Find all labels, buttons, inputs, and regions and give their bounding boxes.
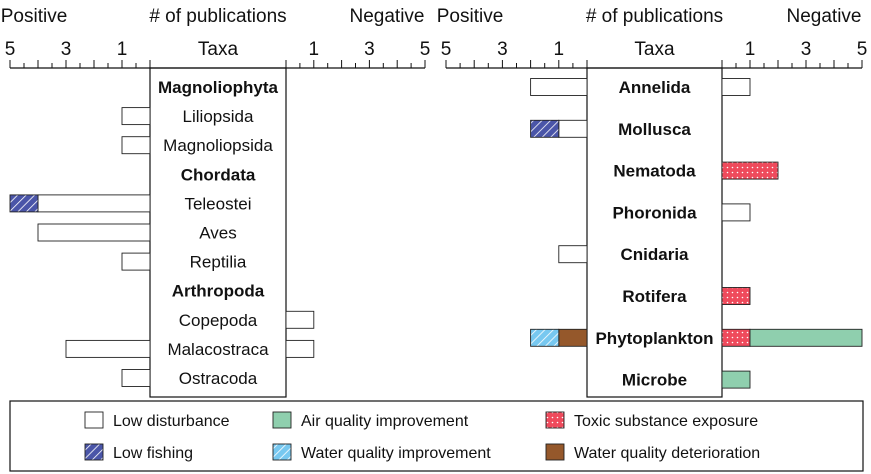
taxon-label: Magnoliophyta — [158, 78, 278, 97]
taxon-label: Liliopsida — [183, 107, 254, 126]
legend-box — [9, 400, 864, 472]
bar-positive-low-disturbance — [37, 194, 151, 213]
header-positive: Positive — [1, 6, 68, 27]
legend: Low disturbance Air quality improvement To… — [9, 400, 864, 472]
bar-negative-low-disturbance — [721, 78, 751, 96]
panel-2: Positive # of publications Negative Taxa 5 3 1… — [437, 6, 868, 398]
bar-positive-low-disturbance — [558, 245, 588, 264]
header-positive: Positive — [437, 6, 504, 27]
bar-positive-low-disturbance — [65, 339, 151, 358]
taxon-label: Phoronida — [612, 203, 697, 222]
bar-positive-water-quality-deterioration — [558, 328, 588, 347]
taxon-label: Rotifera — [622, 287, 687, 306]
bar-positive-water-quality-improvement — [530, 328, 560, 347]
tick-label-right: 3 — [364, 39, 375, 60]
bar-negative-toxic-substance-exposure — [721, 328, 751, 347]
bar-positive-low-disturbance — [530, 78, 588, 96]
bar-positive-low-disturbance — [121, 252, 151, 271]
legend-swatch-water-quality-improvement — [272, 443, 292, 461]
header-negative: Negative — [350, 6, 425, 27]
bar-positive-low-disturbance — [121, 369, 151, 387]
header-publications: # of publications — [149, 6, 286, 27]
taxon-label: Annelida — [619, 78, 691, 97]
tick-label-right: 3 — [801, 39, 812, 60]
bar-positive-low-disturbance — [558, 119, 588, 138]
taxon-label: Reptilia — [190, 253, 247, 272]
legend-swatch-low-fishing — [84, 443, 104, 461]
legend-label-low-disturbance: Low disturbance — [113, 413, 230, 430]
bar-positive-low-fishing — [9, 194, 39, 213]
bar-negative-air-quality-improvement — [749, 328, 863, 347]
taxon-label: Teleostei — [184, 194, 251, 213]
header-negative: Negative — [787, 6, 862, 27]
bar-positive-low-disturbance — [121, 136, 151, 155]
taxon-label: Aves — [199, 224, 237, 243]
taxon-label: Malacostraca — [167, 340, 269, 359]
taxon-label: Nematoda — [613, 162, 696, 181]
bar-positive-low-fishing — [530, 119, 560, 138]
legend-label-low-fishing: Low fishing — [113, 445, 193, 462]
tick-label-left: 3 — [497, 39, 508, 60]
bar-negative-low-disturbance — [721, 203, 751, 222]
tick-label-right: 5 — [857, 39, 868, 60]
bar-negative-air-quality-improvement — [721, 370, 751, 389]
panel-1: Positive # of publications Negative Taxa 5 3 1… — [1, 6, 431, 398]
bar-positive-low-disturbance — [121, 107, 151, 126]
legend-label-water-quality-improvement: Water quality improvement — [301, 445, 491, 462]
tick-label-right: 1 — [309, 39, 320, 60]
taxon-label: Magnoliopsida — [163, 136, 273, 155]
axis-title-taxa: Taxa — [634, 39, 675, 60]
bar-negative-low-disturbance — [285, 310, 315, 329]
panels-layer: Positive # of publications Negative Taxa 5 3 1… — [1, 6, 868, 398]
header-publications: # of publications — [586, 6, 723, 27]
legend-swatch-water-quality-deterioration — [545, 443, 565, 461]
bar-negative-low-disturbance — [285, 339, 315, 358]
legend-swatch-air-quality-improvement — [272, 411, 292, 429]
tick-label-left: 5 — [441, 39, 452, 60]
tick-label-right: 1 — [745, 39, 756, 60]
legend-label-toxic-substance-exposure: Toxic substance exposure — [574, 413, 758, 430]
taxon-label: Ostracoda — [179, 369, 258, 388]
tick-label-left: 1 — [117, 39, 128, 60]
tick-label-right: 5 — [420, 39, 431, 60]
taxon-label: Cnidaria — [620, 245, 689, 264]
taxon-label: Arthropoda — [172, 282, 265, 301]
legend-label-water-quality-deterioration: Water quality deterioration — [574, 445, 760, 462]
taxa-box — [586, 67, 723, 398]
legend-swatch-toxic-substance-exposure — [545, 411, 565, 429]
legend-swatch-low-disturbance — [84, 411, 104, 429]
bar-positive-low-disturbance — [37, 223, 151, 242]
bar-negative-toxic-substance-exposure — [721, 287, 751, 305]
legend-label-air-quality-improvement: Air quality improvement — [301, 413, 469, 430]
taxon-label: Phytoplankton — [595, 329, 713, 348]
taxon-label: Microbe — [622, 371, 687, 390]
taxon-label: Mollusca — [618, 120, 691, 139]
tick-label-left: 5 — [5, 39, 16, 60]
taxon-label: Chordata — [181, 165, 256, 184]
bar-negative-toxic-substance-exposure — [721, 161, 779, 180]
tick-label-left: 1 — [554, 39, 565, 60]
taxon-label: Copepoda — [179, 311, 258, 330]
tick-label-left: 3 — [61, 39, 72, 60]
axis-title-taxa: Taxa — [198, 39, 239, 60]
